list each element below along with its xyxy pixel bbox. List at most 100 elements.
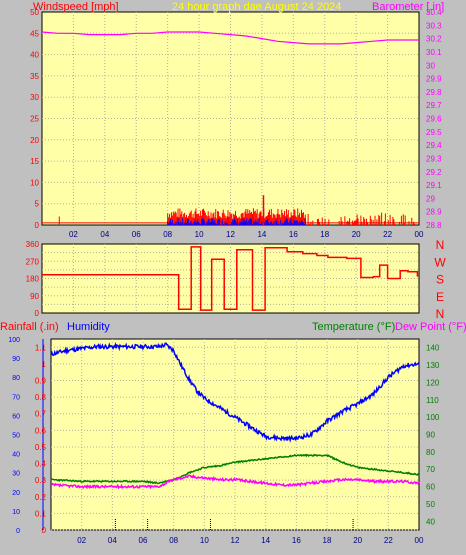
barometer-tick-label: 30.4 [426, 8, 442, 17]
direction-panel-grid [42, 244, 419, 313]
x-tick-label: 10 [200, 536, 209, 545]
rain-tick-label: 0 [42, 526, 47, 535]
x-tick-label: 06 [132, 230, 141, 239]
barometer-tick-label: 30.3 [426, 21, 442, 30]
barometer-tick-label: 29.4 [426, 141, 442, 150]
barometer-tick-label: 29.8 [426, 88, 442, 97]
barometer-tick-label: 30.2 [426, 35, 442, 44]
x-tick-label: 06 [139, 536, 148, 545]
wind-tick-label: 20 [30, 136, 39, 145]
humidity-tick-label: 20 [12, 490, 20, 497]
humidity-tick-label: 70 [12, 394, 20, 401]
x-tick-label: 00 [415, 230, 424, 239]
humidity-tick-label: 50 [12, 433, 20, 440]
temperature-tick-label: 110 [426, 396, 439, 405]
wind-tick-label: 15 [30, 157, 39, 166]
rain-tick-label: 0.7 [35, 410, 47, 419]
wind-direction-line [42, 246, 419, 311]
x-tick-label: 04 [100, 230, 109, 239]
x-tick-label: 00 [415, 536, 424, 545]
temperature-tick-label: 40 [426, 517, 435, 526]
humidity-line [50, 341, 420, 443]
wind-panel-title: 24 hour graph dae August 24 2024 [172, 1, 341, 13]
wind-series [42, 195, 419, 225]
wind-panel-right-ticks: 28.8 28.9 29 29.1 29.2 29.3 29.4 29.5 29.6 29.7 29… [426, 8, 442, 230]
temperature-tick-label: 130 [426, 361, 440, 370]
x-tick-label: 18 [320, 230, 329, 239]
barometer-tick-label: 29.7 [426, 101, 442, 110]
x-tick-label: 14 [257, 230, 266, 239]
temperature-ticks: 40 50 60 70 80 90 100 110 120 130 140 [426, 344, 440, 527]
wind-panel-x-ticks: 02 04 06 08 10 12 14 16 18 20 22 00 [69, 230, 424, 239]
rain-markers [114, 518, 354, 530]
wind-tick-label: 5 [35, 200, 40, 209]
barometer-tick-label: 30.1 [426, 48, 442, 57]
rainfall-label: Rainfall (.in) [0, 321, 59, 333]
direction-panel-plot [41, 243, 420, 314]
compass-label: N [436, 307, 445, 321]
x-tick-label: 04 [108, 536, 117, 545]
humidity-axis-strip [0, 339, 24, 530]
x-tick-label: 16 [292, 536, 301, 545]
rain-tick-label: 0.4 [35, 460, 47, 469]
humidity-tick-label: 60 [12, 413, 20, 420]
humidity-tick-label: 80 [12, 375, 20, 382]
barometer-tick-label: 30 [426, 61, 435, 70]
humidity-tick-label: 30 [12, 471, 20, 478]
x-tick-label: 12 [231, 536, 240, 545]
humidity-tick-label: 40 [12, 452, 20, 459]
temperature-tick-label: 60 [426, 483, 435, 492]
x-tick-label: 12 [226, 230, 235, 239]
compass-label: W [434, 255, 446, 269]
dewpoint-line [50, 473, 420, 490]
humidity-tick-label: 100 [8, 337, 20, 344]
barometer-tick-label: 29.9 [426, 75, 442, 84]
rain-tick-label: 0.1 [35, 509, 47, 518]
temperature-tick-label: 100 [426, 413, 440, 422]
wind-tick-label: 45 [30, 29, 39, 38]
direction-tick-label: 90 [30, 292, 39, 301]
x-tick-label: 16 [289, 230, 298, 239]
x-tick-label: 18 [323, 536, 332, 545]
compass-label: S [436, 273, 444, 287]
x-tick-label: 22 [384, 536, 393, 545]
wind-tick-label: 50 [30, 8, 39, 17]
humidity-label: Humidity [67, 321, 110, 333]
direction-tick-label: 270 [26, 257, 40, 266]
rain-tick-label: 1.1 [35, 343, 47, 352]
climate-panel-x-ticks: 02 04 06 08 10 12 14 16 18 20 22 00 [77, 536, 424, 545]
barometer-tick-label: 29.6 [426, 115, 442, 124]
compass-label: E [436, 290, 444, 304]
temperature-tick-label: 80 [426, 448, 435, 457]
humidity-tick-label: 10 [12, 509, 20, 516]
wind-panel-grid [42, 12, 419, 225]
x-tick-label: 02 [77, 536, 86, 545]
wind-tick-label: 10 [30, 178, 39, 187]
barometer-tick-label: 28.9 [426, 208, 442, 217]
rain-tick-label: 0.6 [35, 426, 47, 435]
barometer-line [41, 31, 419, 45]
direction-tick-label: 180 [26, 275, 40, 284]
rain-tick-label: 1 [42, 360, 47, 369]
wind-tick-label: 35 [30, 72, 39, 81]
wind-panel-right-label: Barometer [.in] [372, 1, 444, 13]
compass-label: N [436, 238, 445, 252]
direction-tick-label: 360 [26, 240, 40, 249]
barometer-tick-label: 29.3 [426, 154, 442, 163]
dewpoint-label: Dew Point (°F) [395, 321, 466, 333]
x-tick-label: 22 [383, 230, 392, 239]
humidity-ticks: 0 10 20 30 40 50 60 70 80 90 100 [8, 337, 20, 535]
wind-panel-left-label: Windspeed [mph] [33, 1, 119, 13]
x-tick-label: 20 [352, 230, 361, 239]
rain-tick-label: 0.5 [35, 443, 47, 452]
temperature-tick-label: 90 [426, 431, 435, 440]
humidity-tick-label: 90 [12, 356, 20, 363]
x-tick-label: 08 [169, 536, 178, 545]
barometer-tick-label: 29.5 [426, 128, 442, 137]
wind-tick-label: 0 [35, 221, 40, 230]
direction-tick-label: 0 [35, 309, 40, 318]
rain-tick-label: 0.9 [35, 377, 47, 386]
barometer-tick-label: 29 [426, 194, 435, 203]
